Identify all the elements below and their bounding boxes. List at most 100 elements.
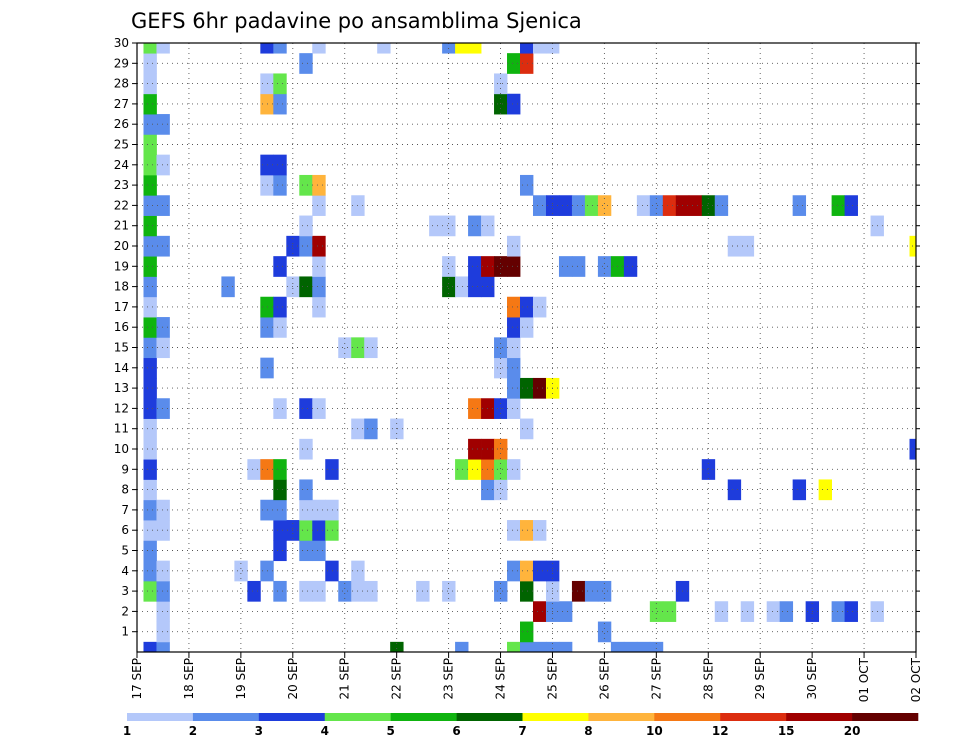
precip-cell <box>143 499 157 521</box>
precip-cell <box>714 195 729 216</box>
y-tick-label: 25 <box>114 138 129 152</box>
precip-cell <box>507 520 521 541</box>
precip-cell <box>662 195 677 216</box>
precip-cell <box>507 560 521 582</box>
precip-cell <box>143 438 157 460</box>
x-tick-label: 01 OCT <box>857 657 871 702</box>
precip-cell <box>507 317 521 338</box>
precip-cell <box>338 337 352 359</box>
precip-cell <box>468 276 482 298</box>
precip-cell <box>247 580 261 602</box>
precip-cell <box>532 43 547 54</box>
precip-cell <box>571 580 586 602</box>
precip-cell <box>455 43 469 54</box>
precip-cell <box>520 43 534 54</box>
colorbar-label: 5 <box>386 724 394 738</box>
precip-cell <box>455 276 469 298</box>
precip-cell <box>649 601 664 622</box>
precip-cell <box>571 256 586 277</box>
x-tick-label: 30 SEP <box>805 658 819 700</box>
precip-cell <box>143 580 157 602</box>
colorbar-label: 1 <box>123 724 131 738</box>
precip-cell <box>364 580 378 602</box>
y-tick-label: 28 <box>114 77 129 91</box>
precip-cell <box>520 296 534 318</box>
precip-cell <box>143 641 157 653</box>
precip-cell <box>662 601 677 622</box>
precip-cell <box>325 459 339 480</box>
colorbar-swatch <box>192 713 260 721</box>
colorbar: 1 2 3 4 5 6 7 8 10 12 15 20 <box>123 713 919 738</box>
precip-cell <box>494 459 508 480</box>
precip-cell <box>143 174 157 196</box>
precip-cell <box>156 195 170 216</box>
precip-cell <box>442 580 456 602</box>
precip-cell <box>299 499 313 521</box>
precip-cell <box>727 235 742 257</box>
precip-cell <box>234 560 248 582</box>
precip-cell <box>143 235 157 257</box>
precip-cell <box>156 499 170 521</box>
precip-cell <box>779 601 794 622</box>
precip-cell <box>597 195 612 216</box>
precip-cell <box>571 195 586 216</box>
colorbar-label: 3 <box>255 724 263 738</box>
y-tick-label: 4 <box>121 564 129 578</box>
precip-cell <box>468 398 482 419</box>
precip-cell <box>792 195 807 216</box>
axis-ticks: 1234567891011121314151617181920212223242… <box>114 36 923 702</box>
precip-cell <box>442 215 456 237</box>
y-tick-label: 18 <box>114 280 129 294</box>
precip-cell <box>156 398 170 419</box>
precip-cell <box>143 398 157 419</box>
y-tick-label: 16 <box>114 320 129 334</box>
precip-cell <box>325 560 339 582</box>
precip-cell <box>494 479 508 501</box>
colorbar-swatch <box>127 713 194 721</box>
precip-cell <box>273 520 287 541</box>
x-tick-label: 18 SEP <box>182 658 196 700</box>
precip-cell <box>143 195 157 216</box>
y-tick-label: 6 <box>121 523 129 537</box>
precip-cell <box>831 601 845 622</box>
precip-cell <box>143 377 157 399</box>
precip-cell <box>273 256 287 277</box>
precip-cell <box>312 520 326 541</box>
precip-cell <box>701 459 716 480</box>
precip-cell <box>156 154 170 176</box>
precip-cell <box>494 93 508 115</box>
precip-cell <box>312 43 326 54</box>
precip-cell <box>273 43 287 54</box>
precip-cell <box>312 580 326 602</box>
precip-cell <box>468 438 482 460</box>
precip-cell <box>299 479 313 501</box>
precip-cell <box>273 93 287 115</box>
precip-cell <box>273 154 287 176</box>
colorbar-swatch <box>258 713 326 721</box>
precip-cell <box>532 296 547 318</box>
precip-cell <box>532 641 547 653</box>
precip-cell <box>520 174 534 196</box>
y-tick-label: 29 <box>114 56 129 70</box>
precip-cell <box>390 641 404 653</box>
y-tick-label: 19 <box>114 259 129 273</box>
precip-cell <box>143 154 157 176</box>
precip-cell <box>636 195 651 216</box>
precip-cell <box>143 337 157 359</box>
precip-cell <box>532 601 547 622</box>
y-tick-label: 11 <box>114 422 129 436</box>
y-tick-label: 15 <box>114 341 129 355</box>
precip-cell <box>532 195 547 216</box>
colorbar-swatch <box>390 713 457 721</box>
y-tick-label: 23 <box>114 178 129 192</box>
precip-cell <box>143 134 157 156</box>
y-tick-label: 3 <box>121 584 129 598</box>
precip-cell <box>507 93 521 115</box>
y-tick-label: 12 <box>114 401 129 415</box>
x-tick-label: 26 SEP <box>597 658 611 700</box>
precip-cell <box>299 215 313 237</box>
precip-cell <box>597 580 612 602</box>
x-tick-label: 02 OCT <box>909 657 923 702</box>
precip-cell <box>623 641 638 653</box>
